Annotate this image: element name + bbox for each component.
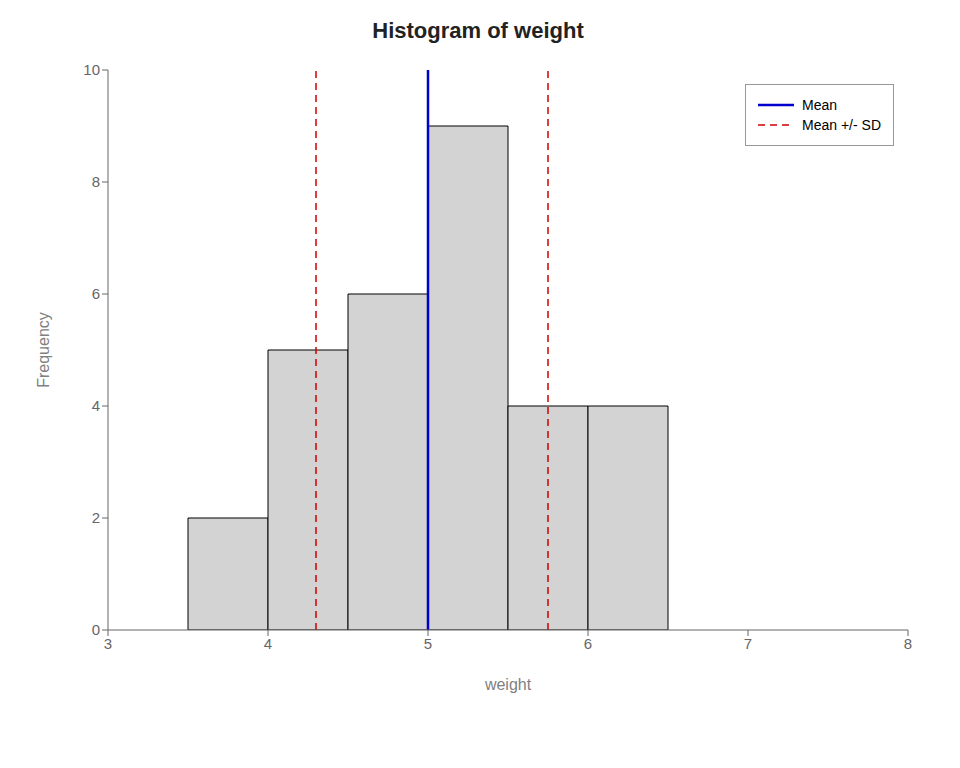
svg-text:Frequency: Frequency (35, 312, 52, 388)
svg-text:0: 0 (92, 621, 100, 638)
svg-text:6: 6 (584, 635, 592, 652)
svg-text:weight: weight (484, 676, 532, 693)
html-text:Histogram of weight: Histogram of weight (372, 18, 584, 43)
svg-text:8: 8 (92, 173, 100, 190)
svg-text:5: 5 (424, 635, 432, 652)
svg-text:2: 2 (92, 509, 100, 526)
svg-text:10: 10 (83, 61, 100, 78)
html-text:Mean +/- SD: Mean +/- SD (802, 117, 881, 133)
html-text:Mean: Mean (802, 97, 837, 113)
svg-text:4: 4 (92, 397, 100, 414)
svg-text:4: 4 (264, 635, 272, 652)
svg-text:3: 3 (104, 635, 112, 652)
svg-text:7: 7 (744, 635, 752, 652)
svg-text:6: 6 (92, 285, 100, 302)
svg-text:8: 8 (904, 635, 912, 652)
